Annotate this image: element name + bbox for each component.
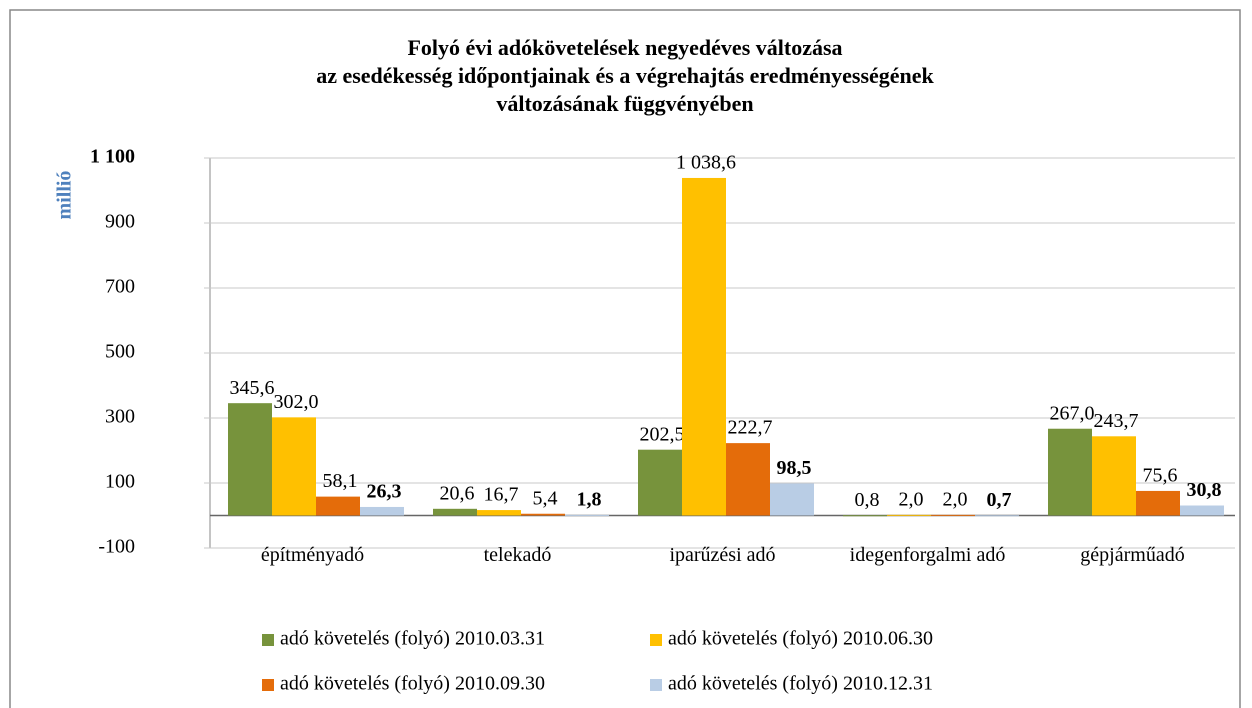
data-label: 1,8: [577, 489, 602, 511]
bar: [843, 515, 887, 517]
data-label: 0,7: [987, 489, 1012, 511]
bar: [316, 496, 360, 516]
chart-title: változásának függvényében: [496, 91, 753, 116]
legend-swatch: [650, 679, 662, 691]
bar: [682, 177, 726, 516]
data-label: 20,6: [440, 482, 475, 504]
bar: [887, 514, 931, 516]
data-label: 98,5: [777, 457, 812, 479]
legend-swatch: [262, 634, 274, 646]
data-label: 267,0: [1050, 402, 1095, 424]
legend-swatch: [262, 679, 274, 691]
y-tick-label: 500: [105, 341, 135, 363]
x-tick-label: telekadó: [483, 544, 552, 566]
data-label: 26,3: [367, 481, 402, 503]
bar: [433, 508, 477, 516]
chart-title: Folyó évi adókövetelések negyedéves vált…: [407, 35, 842, 60]
data-label: 5,4: [533, 487, 558, 509]
y-tick-label: -100: [98, 536, 135, 558]
data-label: 58,1: [323, 470, 358, 492]
bar: [1180, 505, 1224, 516]
data-label: 0,8: [855, 489, 880, 511]
legend-swatch: [650, 634, 662, 646]
y-tick-label: 300: [105, 406, 135, 428]
y-tick-label: 100: [105, 471, 135, 493]
bar: [521, 513, 565, 516]
legend-label: adó követelés (folyó) 2010.09.30: [280, 673, 545, 695]
data-label: 2,0: [943, 488, 968, 510]
x-tick-label: idegenforgalmi adó: [849, 544, 1006, 566]
data-label: 202,5: [640, 423, 685, 445]
bar: [975, 515, 1019, 517]
bar: [726, 443, 770, 516]
bar: [638, 449, 682, 516]
bar: [565, 514, 609, 516]
data-label: 1 038,6: [676, 152, 736, 174]
y-tick-label: 900: [105, 211, 135, 233]
data-label: 16,7: [484, 484, 519, 506]
bar: [360, 506, 404, 516]
data-label: 222,7: [728, 417, 773, 439]
data-label: 302,0: [274, 391, 319, 413]
y-tick-label: 700: [105, 276, 135, 298]
data-label: 75,6: [1143, 465, 1178, 487]
bar: [228, 403, 272, 516]
x-tick-label: iparűzési adó: [669, 544, 776, 566]
legend-label: adó követelés (folyó) 2010.12.31: [668, 673, 933, 695]
bar: [931, 514, 975, 516]
bar: [770, 483, 814, 516]
bar: [1092, 436, 1136, 516]
bar: [272, 417, 316, 516]
data-label: 30,8: [1187, 479, 1222, 501]
y-axis-label: millió: [54, 171, 76, 220]
legend-label: adó követelés (folyó) 2010.06.30: [668, 628, 933, 650]
x-tick-label: építményadó: [260, 544, 365, 566]
legend-label: adó követelés (folyó) 2010.03.31: [280, 628, 545, 650]
data-label: 2,0: [899, 488, 924, 510]
bar: [477, 510, 521, 516]
bar: [1048, 428, 1092, 516]
chart-border: [9, 9, 1241, 708]
data-label: 243,7: [1094, 410, 1139, 432]
x-tick-label: gépjárműadó: [1080, 544, 1185, 566]
data-label: 345,6: [230, 377, 275, 399]
bar: [1136, 490, 1180, 516]
y-tick-label: 1 100: [90, 146, 135, 168]
chart-title: az esedékesség időpontjainak és a végreh…: [316, 63, 934, 88]
